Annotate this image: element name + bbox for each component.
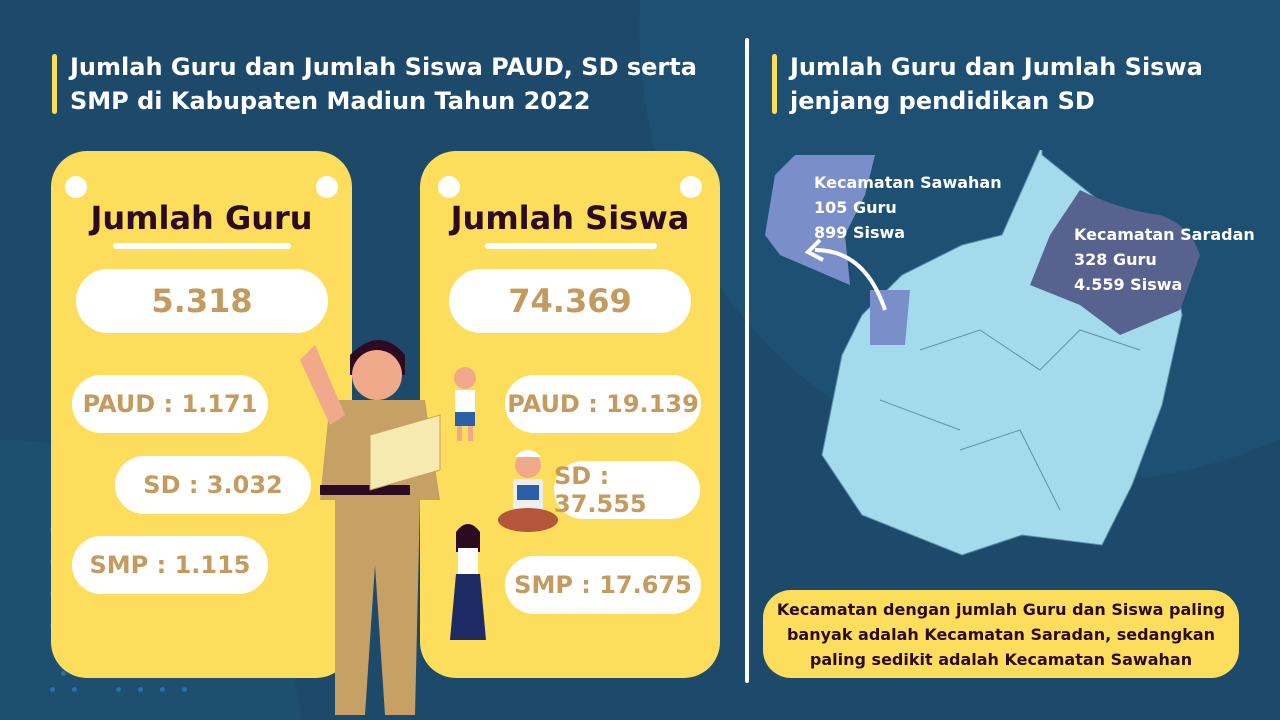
saradan-guru: 328 Guru [1074, 250, 1157, 269]
dot [61, 671, 66, 676]
student-reading-icon [498, 450, 558, 532]
map-region-sawahan [765, 155, 910, 345]
card-hole [438, 176, 460, 198]
card-hole [65, 176, 87, 198]
siswa-paud: PAUD : 19.139 [505, 375, 701, 433]
guru-heading: Jumlah Guru [90, 199, 313, 237]
sawahan-guru: 105 Guru [814, 198, 897, 217]
arrow-icon [814, 248, 887, 311]
siswa-smp: SMP : 17.675 [505, 556, 701, 614]
dot [160, 687, 165, 692]
dot [72, 687, 77, 692]
siswa-heading: Jumlah Siswa [450, 199, 690, 237]
dot [50, 687, 55, 692]
map-borders [879, 329, 1141, 511]
sawahan-label: Kecamatan Sawahan 105 Guru 899 Siswa [814, 170, 1002, 245]
card-hole [680, 176, 702, 198]
card-hole [316, 176, 338, 198]
map-region-saradan [1030, 190, 1200, 335]
dot [116, 687, 121, 692]
student-girl-icon [450, 524, 486, 640]
summary-note: Kecamatan dengan jumlah Guru dan Siswa p… [763, 590, 1239, 678]
arrow-head-icon [804, 238, 824, 262]
saradan-label: Kecamatan Saradan 328 Guru 4.559 Siswa [1074, 222, 1255, 297]
divider [745, 38, 749, 683]
guru-sd: SD : 3.032 [115, 456, 311, 514]
heading-underline [113, 243, 291, 249]
dot [138, 687, 143, 692]
heading-underline [485, 243, 657, 249]
teacher-illustration [300, 340, 441, 715]
guru-paud: PAUD : 1.171 [72, 375, 268, 433]
dot [182, 687, 187, 692]
sawahan-name: Kecamatan Sawahan [814, 173, 1002, 192]
siswa-total: 74.369 [449, 269, 691, 333]
summary-text: Kecamatan dengan jumlah Guru dan Siswa p… [776, 599, 1226, 669]
sawahan-siswa: 899 Siswa [814, 223, 906, 242]
madiun-map [765, 150, 1200, 556]
siswa-sd: SD : 37.555 [554, 461, 700, 519]
right-title: Jumlah Guru dan Jumlah Siswa jenjang pen… [772, 50, 1212, 118]
student-boy-icon [454, 367, 476, 441]
saradan-siswa: 4.559 Siswa [1074, 275, 1183, 294]
guru-smp: SMP : 1.115 [72, 536, 268, 594]
guru-card: Jumlah Guru 5.318 PAUD : 1.171 SD : 3.03… [51, 151, 352, 678]
guru-total: 5.318 [76, 269, 328, 333]
left-title: Jumlah Guru dan Jumlah Siswa PAUD, SD se… [52, 50, 702, 118]
saradan-name: Kecamatan Saradan [1074, 225, 1255, 244]
